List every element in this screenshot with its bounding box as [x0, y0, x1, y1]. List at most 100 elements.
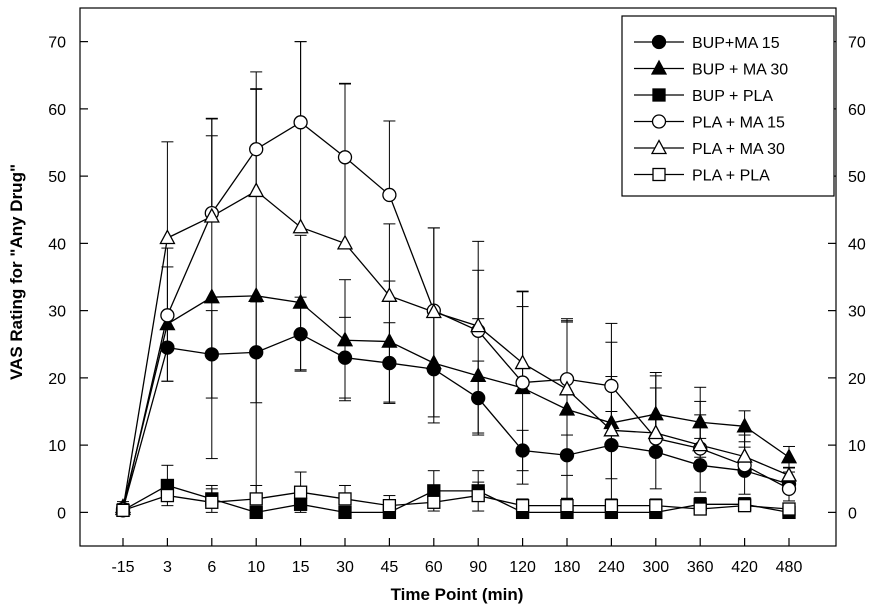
data-point-bup-ma-30: [736, 417, 753, 433]
data-point-pla-ma-30: [292, 218, 309, 234]
y-tick-label-left: 0: [57, 505, 66, 522]
data-point-pla-pla: [649, 498, 663, 513]
data-point-pla-ma-15: [781, 481, 797, 496]
x-tick-label: 10: [247, 559, 265, 576]
data-point-pla-ma-30: [425, 303, 442, 319]
legend-label-bup-ma-15: BUP+MA 15: [692, 35, 780, 52]
data-point-bup-ma-15: [693, 458, 708, 473]
y-tick-label-right: 0: [848, 505, 857, 522]
axes: 0 0 10 10 20 20 30 30 40 40 50 50 60 60 70 70 -15 3 6 10 15 3…: [48, 7, 866, 576]
x-tick-label: -15: [111, 559, 134, 576]
data-point-pla-ma-30: [203, 207, 220, 223]
x-axis-title: Time Point (min): [391, 585, 524, 604]
legend-marker-pla-ma-15: [651, 114, 667, 129]
data-point-pla-ma-30: [336, 234, 354, 250]
data-point-pla-pla: [160, 488, 175, 503]
data-point-pla-ma-30: [248, 182, 265, 198]
data-point-pla-pla: [205, 495, 219, 509]
data-point-pla-ma-30: [736, 447, 753, 463]
data-point-bup-ma-15: [382, 355, 397, 371]
data-point-pla-ma-30: [470, 317, 487, 333]
data-point-bup-pla: [249, 505, 263, 520]
data-point-pla-pla: [782, 502, 796, 516]
legend-marker-bup-ma-30: [650, 59, 668, 75]
data-point-pla-ma-30: [381, 286, 398, 302]
y-axis-title: VAS Rating for "Any Drug": [7, 164, 26, 380]
data-point-bup-ma-30: [336, 331, 354, 347]
series-markers: [114, 115, 798, 520]
data-point-bup-pla: [427, 484, 441, 498]
y-tick-label-right: 10: [848, 438, 866, 455]
legend-label-bup-pla: BUP + PLA: [692, 88, 773, 105]
data-point-bup-ma-15: [648, 444, 663, 460]
y-tick-label-left: 30: [48, 304, 66, 321]
y-tick-label-left: 60: [48, 102, 66, 119]
legend-label-pla-ma-30: PLA + MA 30: [692, 141, 785, 158]
data-point-pla-ma-15: [515, 375, 530, 390]
data-point-pla-ma-30: [159, 229, 176, 245]
data-point-bup-ma-15: [293, 327, 308, 342]
x-tick-label: 60: [425, 559, 443, 576]
data-point-pla-pla: [693, 502, 707, 516]
x-tick-label: 180: [554, 559, 581, 576]
data-point-bup-ma-30: [159, 315, 176, 331]
x-tick-label: 360: [687, 559, 714, 576]
data-point-pla-ma-30: [603, 421, 620, 437]
data-point-bup-ma-30: [203, 288, 220, 304]
data-point-bup-ma-15: [515, 443, 530, 458]
data-point-bup-ma-30: [558, 400, 576, 416]
data-point-pla-pla: [471, 488, 485, 503]
series-line-pla-pla: [122, 491, 790, 511]
data-point-pla-pla: [338, 492, 352, 506]
y-tick-label-right: 60: [848, 102, 866, 119]
data-point-pla-ma-30: [558, 380, 576, 396]
data-point-bup-ma-30: [647, 405, 664, 421]
data-point-pla-pla: [249, 492, 263, 506]
series-lines: [122, 121, 790, 514]
data-point-pla-pla: [427, 495, 441, 509]
x-tick-label: 240: [598, 559, 625, 576]
legend-marker-pla-ma-30: [650, 139, 668, 155]
x-tick-label: 120: [509, 559, 536, 576]
plot-frame: [79, 7, 837, 547]
data-point-bup-ma-30: [470, 366, 487, 383]
y-tick-label-left: 50: [48, 169, 66, 186]
data-point-pla-pla: [560, 498, 574, 513]
legend: BUP+MA 15 BUP + MA 30 BUP + PLA PLA + MA 15…: [621, 15, 835, 197]
data-point-pla-ma-15: [604, 378, 619, 394]
y-tick-label-left: 10: [48, 438, 66, 455]
x-tick-label: 480: [776, 559, 803, 576]
legend-marker-pla-pla: [652, 167, 666, 182]
legend-label-bup-ma-30: BUP + MA 30: [692, 62, 788, 79]
series-line-pla-ma-15: [122, 121, 790, 511]
x-tick-label: 15: [292, 559, 310, 576]
data-point-pla-ma-30: [780, 466, 798, 482]
y-tick-label-left: 40: [48, 236, 66, 253]
y-tick-label-right: 30: [848, 304, 866, 321]
data-point-pla-pla: [382, 498, 397, 513]
x-tick-label: 300: [642, 559, 669, 576]
y-tick-label-right: 20: [848, 371, 866, 388]
data-point-bup-ma-15: [337, 350, 353, 365]
data-point-bup-ma-30: [780, 448, 798, 464]
data-point-bup-ma-15: [559, 448, 575, 463]
data-point-bup-ma-30: [425, 354, 442, 370]
data-point-bup-ma-15: [204, 347, 219, 362]
x-tick-label: 45: [381, 559, 399, 576]
series-line-pla-ma-30: [122, 190, 790, 510]
x-tick-label: 420: [731, 559, 758, 576]
y-tick-label-right: 50: [848, 169, 866, 186]
data-point-pla-pla: [515, 498, 530, 513]
data-point-pla-ma-15: [160, 308, 175, 323]
x-tick-label: 6: [207, 559, 216, 576]
data-point-bup-ma-30: [381, 332, 398, 348]
data-point-bup-pla: [293, 497, 308, 511]
data-point-pla-pla: [116, 503, 130, 518]
data-point-pla-ma-15: [249, 142, 264, 157]
data-point-pla-pla: [737, 498, 752, 513]
data-point-pla-ma-15: [293, 115, 308, 130]
data-point-pla-ma-30: [647, 424, 664, 440]
x-tick-label: 3: [163, 559, 172, 576]
data-point-bup-ma-15: [604, 437, 619, 453]
